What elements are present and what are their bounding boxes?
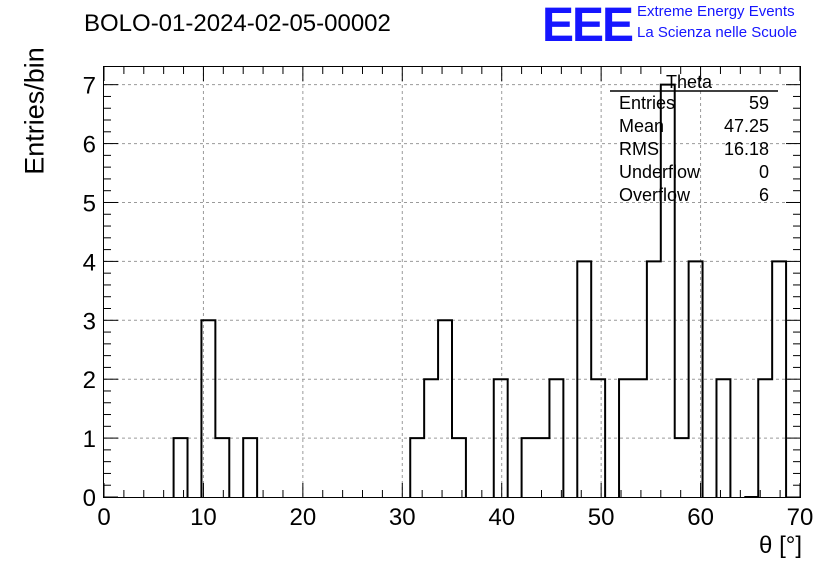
- histogram-bin: [243, 438, 257, 497]
- histogram-bin: [452, 438, 466, 497]
- y-tick-label: 6: [83, 132, 96, 159]
- x-axis-label: θ [°]: [759, 532, 802, 559]
- axis-ticks: [103, 67, 801, 498]
- x-tick-label: 50: [588, 504, 615, 531]
- histogram-bin: [758, 379, 772, 497]
- plot-frame: [103, 66, 801, 498]
- histogram-bin: [716, 379, 730, 497]
- histogram-bin: [591, 379, 605, 497]
- stats-row-underflow-name: Underflow: [619, 162, 701, 182]
- histogram-bin: [689, 261, 703, 497]
- stats-row-underflow-value: 0: [758, 162, 769, 182]
- histogram-bin: [772, 261, 786, 497]
- histogram-outline: [172, 83, 788, 498]
- histogram-bin: [438, 320, 452, 497]
- histogram-bin: [494, 379, 508, 497]
- y-tick-label: 0: [83, 485, 96, 512]
- stats-row-overflow-name: Overflow: [619, 185, 691, 205]
- histogram-bin: [633, 379, 647, 497]
- x-tick-label: 40: [488, 504, 515, 531]
- histogram-bin: [647, 261, 661, 497]
- y-tick-label: 4: [83, 249, 96, 276]
- histogram-bin: [619, 379, 633, 497]
- histogram-bin: [549, 379, 563, 497]
- x-tick-label: 30: [389, 504, 416, 531]
- logo-line-2: La Scienza nelle Scuole: [637, 24, 798, 41]
- stats-row-entries-name: Entries: [619, 93, 676, 113]
- stats-row-mean-value: 47.25: [723, 116, 769, 136]
- histogram-bin: [577, 261, 591, 497]
- x-tick-label: 60: [687, 504, 714, 531]
- y-tick-label: 5: [83, 190, 96, 217]
- histogram-bin: [536, 438, 550, 497]
- logo-line-1: Extreme Energy Events: [637, 3, 795, 20]
- x-tick-label: 20: [290, 504, 317, 531]
- histogram-bin: [522, 438, 536, 497]
- histogram-bin: [201, 320, 215, 497]
- stats-row-mean-name: Mean: [619, 116, 665, 136]
- x-tick-label: 0: [97, 504, 110, 531]
- eee-logo: EEE: [542, 0, 634, 52]
- stats-row-rms-name: RMS: [619, 139, 659, 159]
- y-tick-label: 1: [83, 426, 96, 453]
- histogram-bin: [424, 379, 438, 497]
- chart-title: BOLO-01-2024-02-05-00002: [84, 10, 391, 37]
- y-tick-label: 3: [83, 308, 96, 335]
- stats-row-rms-value: 16.18: [723, 139, 769, 159]
- histogram-bin: [215, 438, 229, 497]
- histogram-steps: [172, 83, 788, 498]
- x-tick-label: 70: [787, 504, 814, 531]
- stats-row-entries-value: 59: [748, 93, 769, 113]
- y-tick-label: 2: [83, 367, 96, 394]
- stats-box-title: Theta: [666, 72, 713, 92]
- x-tick-label: 10: [190, 504, 217, 531]
- histogram-bin: [174, 438, 188, 497]
- histogram-bin: [410, 438, 424, 497]
- stats-row-overflow-value: 6: [758, 185, 769, 205]
- y-tick-label: 7: [83, 73, 96, 100]
- histogram-bin: [661, 85, 675, 497]
- y-axis-label: Entries/bin: [19, 47, 50, 175]
- histogram-bin: [675, 438, 689, 497]
